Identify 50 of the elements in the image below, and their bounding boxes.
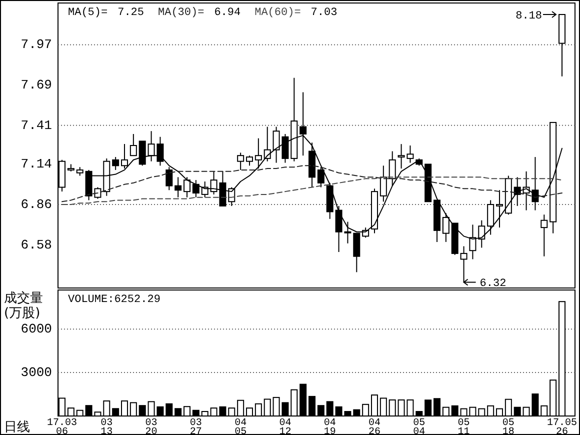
annotation: 7.03	[310, 7, 338, 19]
candlestick	[317, 166, 324, 188]
candlestick	[487, 200, 494, 236]
candlestick	[254, 138, 262, 170]
candlestick	[246, 155, 253, 166]
candlestick	[380, 165, 387, 202]
x-tick-label: 03 20	[145, 418, 158, 435]
y-tick-label: 7.69	[20, 78, 52, 93]
x-tick-label: 03 13	[100, 418, 113, 435]
candlestick	[121, 144, 128, 170]
y-tick-label: 7.41	[20, 118, 52, 133]
x-tick-label: 17.05 26	[546, 418, 578, 435]
candlestick	[496, 190, 503, 228]
y-tick-label: 7.14	[20, 156, 52, 172]
y-tick-label: 6.58	[20, 237, 52, 252]
candlestick	[130, 133, 137, 156]
candlestick	[112, 156, 120, 170]
x-tick-label: 05 18	[502, 418, 514, 435]
x-tick-label: 05 11	[458, 418, 470, 435]
annotation: 8.18	[516, 10, 542, 22]
candlestick	[184, 176, 190, 198]
x-tick-label: 04 05	[234, 418, 247, 435]
candlestick	[540, 214, 548, 257]
candlestick	[388, 150, 396, 186]
text: MA(30)=	[158, 7, 204, 19]
x-tick-label: 04 19	[324, 418, 336, 435]
candlestick	[174, 176, 182, 198]
x-tick-label: 04 12	[279, 418, 292, 435]
candlestick	[138, 140, 146, 166]
y-tick-label: 6000	[20, 322, 52, 337]
candlestick	[192, 180, 200, 198]
y-axis-title: 成交量 (万股)	[4, 290, 43, 321]
candlestick	[237, 152, 244, 170]
y-tick-label: 6.86	[20, 197, 52, 212]
x-tick-label: 17.03 06	[46, 418, 78, 435]
annotation: 6.94	[214, 7, 242, 19]
candlestick	[201, 180, 208, 198]
x-tick-label: 05 04	[413, 418, 426, 435]
x-tick-label: 04 26	[368, 418, 381, 435]
y-tick-label: 3000	[20, 365, 52, 380]
candlestick	[166, 166, 173, 191]
text: MA(5)=	[68, 7, 108, 19]
text: MA(60)=	[254, 7, 301, 19]
annotation: VOLUME:6252.29	[68, 294, 160, 306]
annotation: 7.25	[118, 7, 144, 19]
annotation: 6.32	[480, 278, 506, 290]
x-tick-label: 03 27	[190, 418, 202, 435]
candlestick	[460, 246, 468, 283]
y-tick-label: 7.97	[20, 37, 52, 52]
text: 日线	[4, 420, 30, 435]
